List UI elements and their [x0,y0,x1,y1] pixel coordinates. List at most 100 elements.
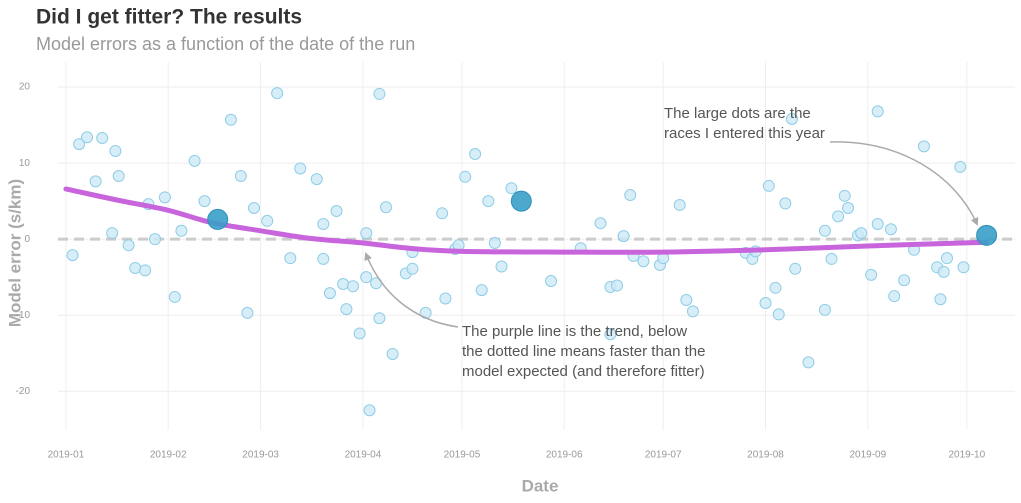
point [957,261,970,274]
point [317,252,330,265]
point [617,230,630,243]
annotation: The purple line is the trend, below [462,323,687,340]
point [168,290,181,303]
point [106,227,119,240]
point [241,306,254,319]
point [789,262,802,275]
point [825,252,838,265]
point [360,271,373,284]
x-tick-label: 2019-09 [849,450,886,461]
point [459,170,472,183]
point [888,290,901,303]
point [317,217,330,230]
point [772,308,785,321]
point [310,173,323,186]
point [353,327,366,340]
point [838,189,851,202]
annotation: the dotted line means faster than the [462,343,706,360]
point [488,236,501,249]
point [941,252,954,265]
point [469,148,482,160]
point [779,197,792,210]
point [954,160,967,173]
x-tick-label: 2019-08 [747,450,784,461]
chart-subtitle: Model errors as a function of the date o… [36,34,415,54]
point [475,284,488,297]
point [439,292,452,305]
point [406,262,419,275]
x-axis-label: Date [522,476,559,495]
y-tick-label: -20 [16,386,31,397]
x-tick-label: 2019-01 [48,450,85,461]
point [224,113,237,126]
point [380,201,393,214]
point [884,223,897,236]
point [871,217,884,230]
race-point [207,208,229,230]
annotation-arrow [829,141,979,226]
point [842,201,855,214]
annotation: races I entered this year [664,125,825,142]
point [917,140,930,153]
y-tick-label: 20 [19,82,31,93]
point [832,210,845,223]
point [865,268,878,281]
annotation: The large dots are the [664,105,811,122]
point [818,303,831,316]
point [386,347,399,360]
point [271,87,284,100]
point [604,328,617,341]
point [360,227,373,240]
point [759,297,772,310]
point [112,170,125,183]
point [149,233,162,246]
point [686,305,699,318]
point [294,162,307,175]
point [158,191,171,204]
point [129,262,142,275]
trend-line [63,186,990,255]
point [373,312,386,325]
point [363,404,376,417]
point [139,264,152,277]
point [109,144,122,157]
x-tick-label: 2019-10 [948,450,985,461]
point [495,260,508,273]
point [81,131,94,144]
x-tick-label: 2019-07 [645,450,682,461]
point [284,252,297,265]
point [611,279,624,292]
point [594,217,607,230]
point [802,356,815,369]
point [122,239,135,252]
point [482,195,495,208]
point [934,293,947,306]
point [769,281,782,294]
point [234,170,247,183]
point [73,138,86,151]
point [436,207,449,220]
point [175,224,188,237]
annotation-arrow [364,252,459,328]
race-point [510,190,532,212]
y-tick-label: -10 [16,310,31,321]
point [337,278,350,291]
x-tick-label: 2019-02 [150,450,187,461]
point [673,198,686,211]
point [545,274,558,287]
point [505,182,518,195]
point [66,249,79,262]
point [188,154,201,167]
y-axis-label: Model error (s/km) [5,179,24,327]
chart-title: Did I get fitter? The results [36,6,302,29]
point [785,113,798,126]
point [762,179,775,192]
plot-area: -20 -10 0 10 20 2019-01 2019-02 2019-03 2019-04 2… [16,62,1015,461]
point [96,132,109,145]
point [198,195,211,208]
point [330,205,343,218]
point [248,201,261,214]
x-tick-label: 2019-04 [345,450,382,461]
annotation: model expected (and therefore fitter) [462,363,705,380]
